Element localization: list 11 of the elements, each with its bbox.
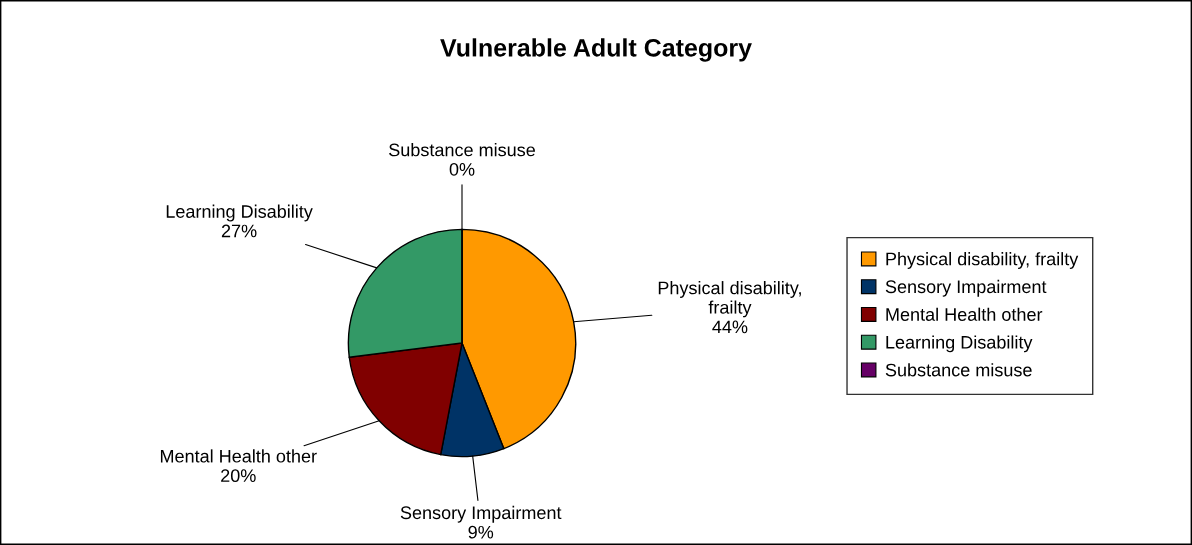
chart-title: Vulnerable Adult Category bbox=[440, 38, 752, 62]
data-label: Learning Disability 27% bbox=[166, 204, 313, 238]
data-label: Physical disability, frailty 44% bbox=[658, 281, 801, 334]
data-label: Sensory Impairment 9% bbox=[400, 505, 562, 539]
legend-label: Physical disability, frailty bbox=[886, 252, 1079, 269]
legend-label: Substance misuse bbox=[885, 363, 1032, 377]
data-label: Mental Health other 20% bbox=[160, 449, 317, 483]
legend-label: Sensory Impairment bbox=[885, 279, 1047, 297]
legend-label: Mental Health other bbox=[886, 307, 1043, 321]
legend-label: Learning Disability bbox=[886, 335, 1033, 353]
text: Substance misuse 0% bbox=[389, 143, 535, 176]
